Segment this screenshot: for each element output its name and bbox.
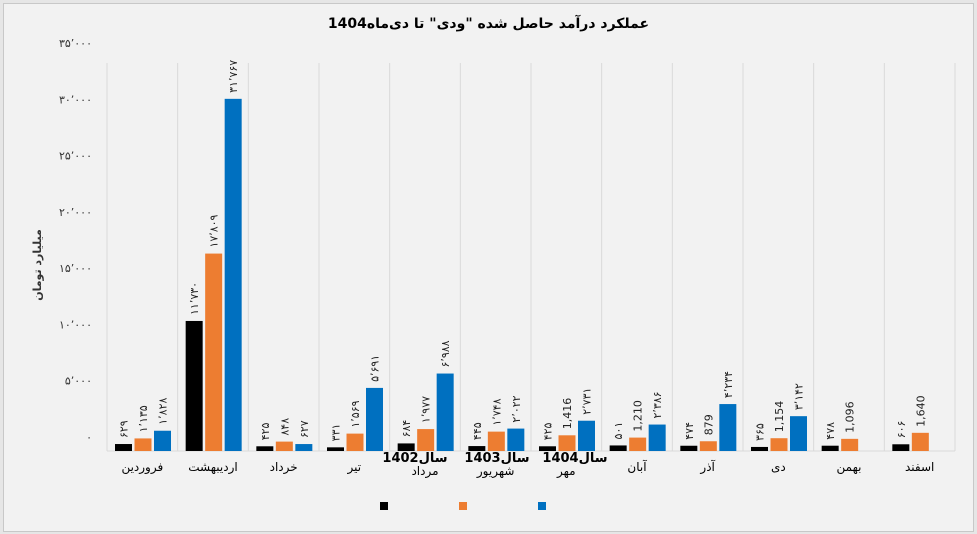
y-tick-label: ۳۵٬۰۰۰ (59, 37, 92, 50)
bar-3-3 (295, 444, 313, 451)
data-label: ۲٬۳۸۶ (651, 391, 664, 418)
data-label: ۶۰۶ (895, 421, 908, 439)
chart-title: عملکرد درآمد حاصل شده "ودی" تا دی‌ماه140… (327, 16, 650, 32)
data-label: ۳۳۱ (330, 424, 343, 442)
x-category-label: دی (771, 460, 786, 474)
bar-3-10 (790, 416, 807, 451)
data-label: ۸۴۸ (278, 418, 291, 436)
x-category-label: اسفند (905, 460, 934, 474)
data-label: ۵٬۶۹۱ (369, 355, 382, 382)
x-category-label: فروردین (121, 460, 163, 475)
data-label: ۶٬۹۸۸ (439, 340, 452, 367)
bar-1-2 (185, 320, 203, 451)
x-category-label: مرداد (411, 464, 438, 479)
bar-2-2 (205, 253, 223, 451)
bar-1-3 (256, 446, 274, 451)
data-label: ۳۶۵ (754, 423, 767, 441)
bar-2-8 (629, 437, 647, 451)
y-tick-label: ۵٬۰۰۰ (65, 375, 92, 388)
bar-1-5 (397, 443, 415, 451)
legend-marker (538, 502, 546, 510)
bar-3-8 (648, 424, 666, 451)
data-label: ۶۲۹ (118, 420, 131, 438)
bar-3-5 (436, 373, 454, 451)
data-label: 1,096 (844, 401, 857, 433)
bar-2-5 (417, 429, 435, 451)
bar-2-7 (558, 435, 576, 451)
bar-3-2 (224, 98, 242, 451)
bar-1-11 (821, 445, 839, 451)
bar-1-1 (115, 444, 132, 451)
bar-2-10 (770, 438, 788, 451)
bar-2-6 (487, 431, 505, 451)
bar-2-3 (275, 441, 293, 451)
x-category-label: آبان (627, 459, 647, 474)
legend-label: سال1402 (382, 451, 447, 466)
x-category-label: خرداد (270, 460, 298, 475)
bar-2-9 (699, 441, 717, 451)
data-label: 1,210 (632, 400, 645, 432)
x-category-label: اردیبهشت (188, 460, 237, 475)
bar-1-9 (680, 445, 698, 451)
y-tick-label: ۱۵٬۰۰۰ (59, 262, 92, 275)
bar-2-1 (134, 438, 152, 451)
bar-3-9 (719, 404, 737, 451)
y-tick-label: ۰ (86, 431, 92, 444)
data-label: ۲٬۷۳۱ (581, 388, 594, 415)
x-category-label: شهریور (476, 464, 515, 479)
bar-2-4 (346, 433, 364, 451)
data-label: ۱۱٬۷۳۰ (188, 282, 201, 315)
data-label: 1,640 (914, 395, 927, 427)
data-label: ۲٬۰۲۲ (510, 395, 523, 422)
data-label: ۱٬۸۲۸ (157, 398, 170, 425)
data-label: 1,154 (773, 401, 786, 433)
bar-2-12 (911, 432, 929, 451)
data-label: ۶۲۷ (298, 420, 311, 438)
data-label: 879 (702, 414, 715, 435)
bar-3-4 (366, 387, 383, 451)
x-category-label: مهر (556, 464, 576, 479)
bar-1-12 (892, 444, 910, 451)
bar-1-8 (609, 445, 627, 451)
bar-3-6 (507, 428, 525, 451)
y-tick-label: ۳۰٬۰۰۰ (59, 93, 92, 106)
y-tick-label: ۲۵٬۰۰۰ (59, 150, 92, 163)
y-tick-label: ۲۰٬۰۰۰ (59, 206, 92, 219)
bar-3-7 (578, 420, 595, 451)
data-label: ۱٬۱۳۵ (137, 405, 150, 432)
y-axis-title: میلیارد تومان (31, 229, 44, 301)
data-label: ۴۲۵ (542, 422, 555, 440)
data-label: ۴۷۴ (683, 422, 696, 440)
x-category-label: بهمن (837, 460, 862, 475)
data-label: ۱۷٬۸۰۹ (208, 214, 221, 247)
bar-3-1 (154, 430, 171, 451)
data-label: ۵۰۱ (612, 422, 625, 440)
data-label: ۴۲۵ (259, 422, 272, 440)
y-tick-label: ۱۰٬۰۰۰ (59, 318, 92, 331)
bar-1-4 (327, 447, 344, 451)
data-label: 1,416 (561, 398, 574, 430)
data-label: ۴۷۸ (824, 422, 837, 440)
legend-label: سال1403 (464, 451, 529, 466)
data-label: ۳٬۱۴۲ (793, 383, 806, 410)
data-label: ۳۱٬۷۶۷ (227, 60, 240, 93)
data-label: ۱٬۹۷۷ (420, 396, 433, 423)
data-label: ۶۸۴ (400, 420, 413, 438)
data-label: ۱٬۷۴۸ (490, 398, 503, 425)
x-category-label: آذر (699, 459, 715, 475)
bar-1-6 (468, 446, 486, 451)
data-label: ۱٬۵۶۹ (349, 400, 362, 427)
legend-marker (380, 502, 388, 510)
data-label: ۴٬۲۳۴ (722, 371, 735, 398)
bar-1-10 (751, 446, 768, 451)
bar-2-11 (841, 438, 859, 451)
legend-marker (459, 502, 467, 510)
bar-1-7 (539, 446, 556, 451)
legend-label: سال1404 (542, 451, 607, 466)
x-category-label: تیر (347, 460, 362, 475)
data-label: ۴۴۵ (471, 422, 484, 440)
